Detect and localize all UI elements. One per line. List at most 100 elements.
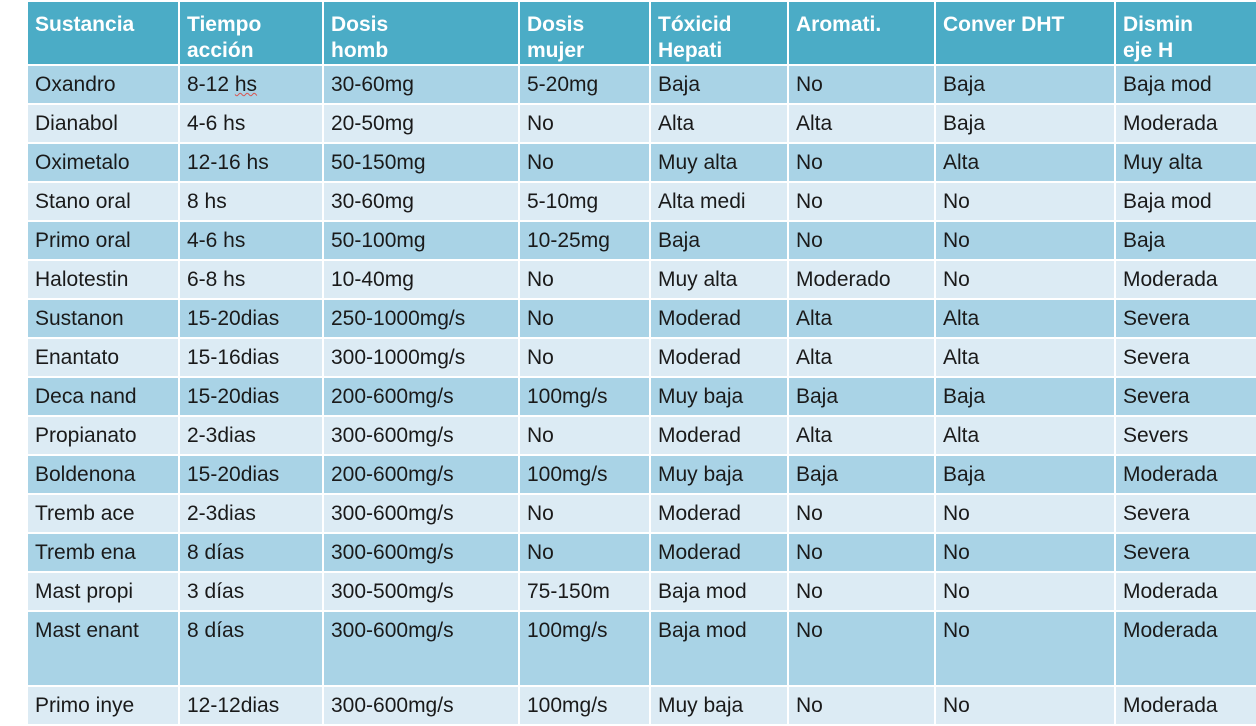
table-cell: Tremb ena (26, 532, 180, 573)
table-cell: 300-1000mg/s (322, 337, 520, 378)
cell-text: Baja mod (1123, 73, 1212, 96)
table-cell: 12-12dias (178, 685, 324, 726)
cell-text: Muy baja (658, 463, 744, 486)
table-cell: Stano oral (26, 181, 180, 222)
cell-text: 8 días (187, 619, 245, 642)
table-cell: No (518, 493, 651, 534)
table-cell: Baja (1114, 220, 1256, 261)
table-cell: No (518, 532, 651, 573)
column-header-line: Conver DHT (943, 13, 1065, 36)
table-cell: 15-20dias (178, 454, 324, 495)
cell-text-spellcheck: 8-12 hs (187, 73, 258, 96)
column-header-line: eje H (1123, 39, 1174, 62)
table-cell: 10-40mg (322, 259, 520, 300)
table-cell: No (518, 259, 651, 300)
table-cell: 300-600mg/s (322, 685, 520, 726)
column-header-line: mujer (527, 39, 585, 62)
cell-text: 200-600mg/s (331, 463, 454, 486)
cell-text: 300-600mg/s (331, 694, 454, 717)
table-cell: No (934, 571, 1116, 612)
cell-text: Baja (943, 112, 986, 135)
table-row: Oxandro 8-12 hs 30-60mg 5-20mg Baja No Baja Baj… (26, 64, 1256, 105)
cell-text: 12-12dias (187, 694, 280, 717)
cell-text: Primo oral (35, 229, 131, 252)
table-cell: 4-6 hs (178, 220, 324, 261)
cell-text: Muy alta (658, 268, 738, 291)
cell-text: No (943, 502, 970, 525)
table-body: Oxandro 8-12 hs 30-60mg 5-20mg Baja No Baja Baj… (26, 64, 1256, 726)
cell-text: No (943, 268, 970, 291)
cell-text: Alta (796, 424, 833, 447)
table-row: Primo inye 12-12dias 300-600mg/s 100mg/s Muy… (26, 685, 1256, 726)
table-cell: Moderada (1114, 259, 1256, 300)
cell-text: Moderad (658, 541, 741, 564)
table-cell: No (518, 298, 651, 339)
table-cell: Baja mod (1114, 181, 1256, 222)
table-cell: Muy baja (649, 454, 789, 495)
table-cell: Baja (934, 454, 1116, 495)
cell-text: 5-20mg (527, 73, 599, 96)
cell-text: Sustanon (35, 307, 124, 330)
cell-text: Mast enant (35, 619, 139, 642)
table-cell: Moderad (649, 298, 789, 339)
cell-text: 15-16dias (187, 346, 280, 369)
table-cell: 300-600mg/s (322, 493, 520, 534)
table-cell: 4-6 hs (178, 103, 324, 144)
table-cell: Oximetalo (26, 142, 180, 183)
cell-text: Tremb ena (35, 541, 136, 564)
cell-text: No (527, 541, 554, 564)
table-cell: 30-60mg (322, 181, 520, 222)
table-cell: Baja mod (649, 610, 789, 687)
cell-text: Moderada (1123, 268, 1218, 291)
table-cell: Muy baja (649, 685, 789, 726)
cell-text: 3 días (187, 580, 245, 603)
table-cell: No (787, 181, 936, 222)
cell-text: No (527, 346, 554, 369)
column-header: Dosis homb (322, 0, 520, 66)
table-cell: Alta (934, 142, 1116, 183)
table-cell: Moderada (1114, 103, 1256, 144)
table-cell: Baja mod (1114, 64, 1256, 105)
cell-text: Severa (1123, 385, 1190, 408)
cell-text: 200-600mg/s (331, 385, 454, 408)
cell-text: No (527, 151, 554, 174)
table-cell: 50-100mg (322, 220, 520, 261)
cell-text: No (943, 541, 970, 564)
table-cell: 300-600mg/s (322, 415, 520, 456)
cell-text: 12-16 hs (187, 151, 269, 174)
cell-text: No (796, 580, 823, 603)
table-cell: Baja (934, 64, 1116, 105)
cell-text: Enantato (35, 346, 120, 369)
table-row: Sustanon 15-20dias 250-1000mg/s No Moderad Al… (26, 298, 1256, 339)
table-cell: Moderad (649, 337, 789, 378)
table-cell: Baja mod (649, 571, 789, 612)
cell-text: Alta medi (658, 190, 746, 213)
table-cell: Alta (787, 103, 936, 144)
table-cell: Severa (1114, 376, 1256, 417)
table-cell: Mast propi (26, 571, 180, 612)
cell-text: Muy baja (658, 385, 744, 408)
cell-text: 2-3dias (187, 502, 256, 525)
cell-text: No (943, 619, 970, 642)
cell-text: Tremb ace (35, 502, 135, 525)
table-header-row: Sustancia Tiempo acción Dosis homb Dosis mujer… (26, 0, 1256, 66)
table-cell: 100mg/s (518, 454, 651, 495)
table-cell: 5-20mg (518, 64, 651, 105)
cell-text: No (796, 541, 823, 564)
cell-text: Oxandro (35, 73, 116, 96)
table-cell: No (518, 337, 651, 378)
cell-text: Propianato (35, 424, 137, 447)
cell-text: Halotestin (35, 268, 129, 291)
table-cell: 15-16dias (178, 337, 324, 378)
cell-text: 5-10mg (527, 190, 599, 213)
cell-text: Moderado (796, 268, 891, 291)
cell-text: 10-25mg (527, 229, 610, 252)
cell-text: Severa (1123, 307, 1190, 330)
cell-text: 30-60mg (331, 73, 414, 96)
table-cell: 300-600mg/s (322, 532, 520, 573)
table-cell: Severa (1114, 532, 1256, 573)
table-cell: Deca nand (26, 376, 180, 417)
steroids-comparison-table: Sustancia Tiempo acción Dosis homb Dosis mujer… (26, 0, 1256, 726)
cell-text: No (796, 619, 823, 642)
cell-text: 300-600mg/s (331, 502, 454, 525)
